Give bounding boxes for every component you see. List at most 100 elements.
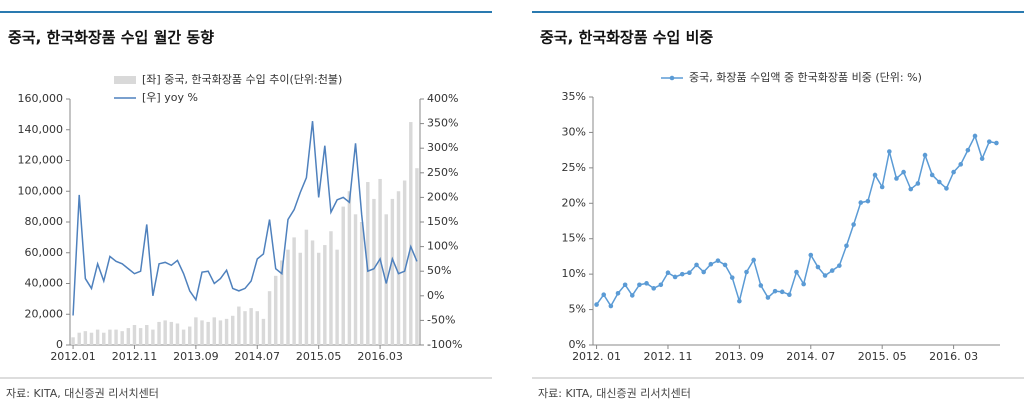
bar: [181, 329, 186, 345]
bar: [151, 329, 155, 345]
bar: [261, 318, 266, 345]
bar: [200, 320, 204, 345]
bar: [255, 311, 259, 345]
bar: [212, 317, 217, 345]
x-tick-label: 2012.11: [112, 350, 158, 363]
marker: [944, 186, 949, 191]
bar: [108, 329, 112, 345]
y2-tick-label: 250%: [427, 166, 458, 179]
marker: [694, 262, 699, 268]
y-tick-label: 100,000: [18, 184, 64, 197]
y-tick-label: 30%: [562, 125, 586, 138]
y-tick-label: 0: [56, 338, 63, 351]
y-tick-label: 0%: [569, 338, 586, 351]
marker: [958, 162, 964, 167]
marker: [801, 281, 806, 287]
y2-tick-label: 350%: [427, 117, 458, 130]
y-tick-label: 20%: [562, 196, 586, 209]
marker: [737, 298, 742, 304]
marker: [751, 257, 756, 263]
bar: [396, 191, 401, 345]
bar: [157, 321, 161, 345]
marker: [879, 184, 885, 190]
y-tick-label: 25%: [562, 161, 586, 174]
y2-tick-label: 200%: [427, 190, 458, 203]
bar: [304, 229, 309, 345]
marker: [965, 147, 971, 153]
bar: [237, 306, 241, 345]
y2-tick-label: 300%: [427, 141, 458, 154]
marker: [887, 149, 892, 154]
marker: [672, 274, 678, 280]
bar: [95, 329, 100, 345]
marker: [929, 172, 935, 178]
bar: [218, 320, 223, 345]
series-line: [72, 121, 418, 316]
y-tick-label: 120,000: [18, 154, 64, 167]
marker: [765, 295, 771, 300]
bar: [206, 321, 210, 345]
bar: [280, 260, 284, 345]
bar: [384, 214, 388, 345]
bar: [372, 198, 376, 345]
bar: [114, 329, 118, 345]
legend-swatch: [114, 76, 136, 84]
x-tick-label: 2016. 03: [929, 350, 978, 363]
y2-tick-label: 50%: [427, 264, 451, 277]
marker: [822, 273, 828, 278]
marker: [629, 293, 635, 298]
y-tick-label: 140,000: [18, 123, 64, 136]
x-tick-label: 2013. 09: [715, 350, 764, 363]
bar: [224, 318, 229, 345]
bar: [188, 326, 192, 345]
source: 자료: KITA, 대신증권 리서치센터: [6, 387, 159, 400]
marker: [787, 292, 792, 297]
y-tick-label: 10%: [562, 267, 586, 280]
y-tick-label: 35%: [562, 90, 586, 103]
marker: [794, 269, 799, 275]
bar: [71, 337, 75, 345]
marker: [679, 271, 685, 277]
bar: [89, 332, 94, 345]
bar: [273, 275, 278, 345]
bar: [231, 315, 235, 345]
marker: [722, 262, 728, 268]
marker: [844, 243, 849, 249]
bar: [292, 237, 296, 345]
bar: [120, 331, 124, 345]
bar: [132, 325, 137, 345]
marker: [594, 302, 599, 307]
y2-tick-label: -100%: [427, 338, 462, 351]
bar: [83, 331, 88, 345]
marker: [715, 258, 721, 263]
bar: [163, 320, 167, 345]
x-tick-label: 2014. 07: [786, 350, 835, 363]
chart-title: 중국, 한국화장품 수입 비중: [540, 29, 713, 47]
marker: [615, 290, 621, 296]
y2-tick-label: -50%: [427, 313, 455, 326]
bar: [409, 122, 413, 345]
marker: [908, 186, 914, 192]
marker: [815, 264, 821, 270]
marker: [994, 140, 999, 146]
marker: [829, 268, 835, 273]
legend-label: [우] yoy %: [142, 91, 198, 104]
marker: [851, 222, 856, 227]
bar: [243, 311, 247, 345]
x-tick-label: 2015.05: [296, 350, 342, 363]
bar: [335, 249, 339, 345]
bar: [323, 245, 327, 345]
bar: [194, 317, 198, 345]
marker: [608, 303, 614, 309]
bar: [169, 321, 174, 345]
y-tick-label: 160,000: [18, 92, 64, 105]
bar: [390, 198, 395, 345]
y-tick-label: 20,000: [25, 307, 64, 320]
x-tick-label: 2016.03: [357, 350, 403, 363]
bar: [341, 206, 345, 345]
bar: [138, 328, 143, 345]
bar: [126, 328, 131, 345]
marker: [865, 198, 871, 204]
bar: [298, 252, 302, 345]
x-tick-label: 2013.09: [173, 350, 219, 363]
